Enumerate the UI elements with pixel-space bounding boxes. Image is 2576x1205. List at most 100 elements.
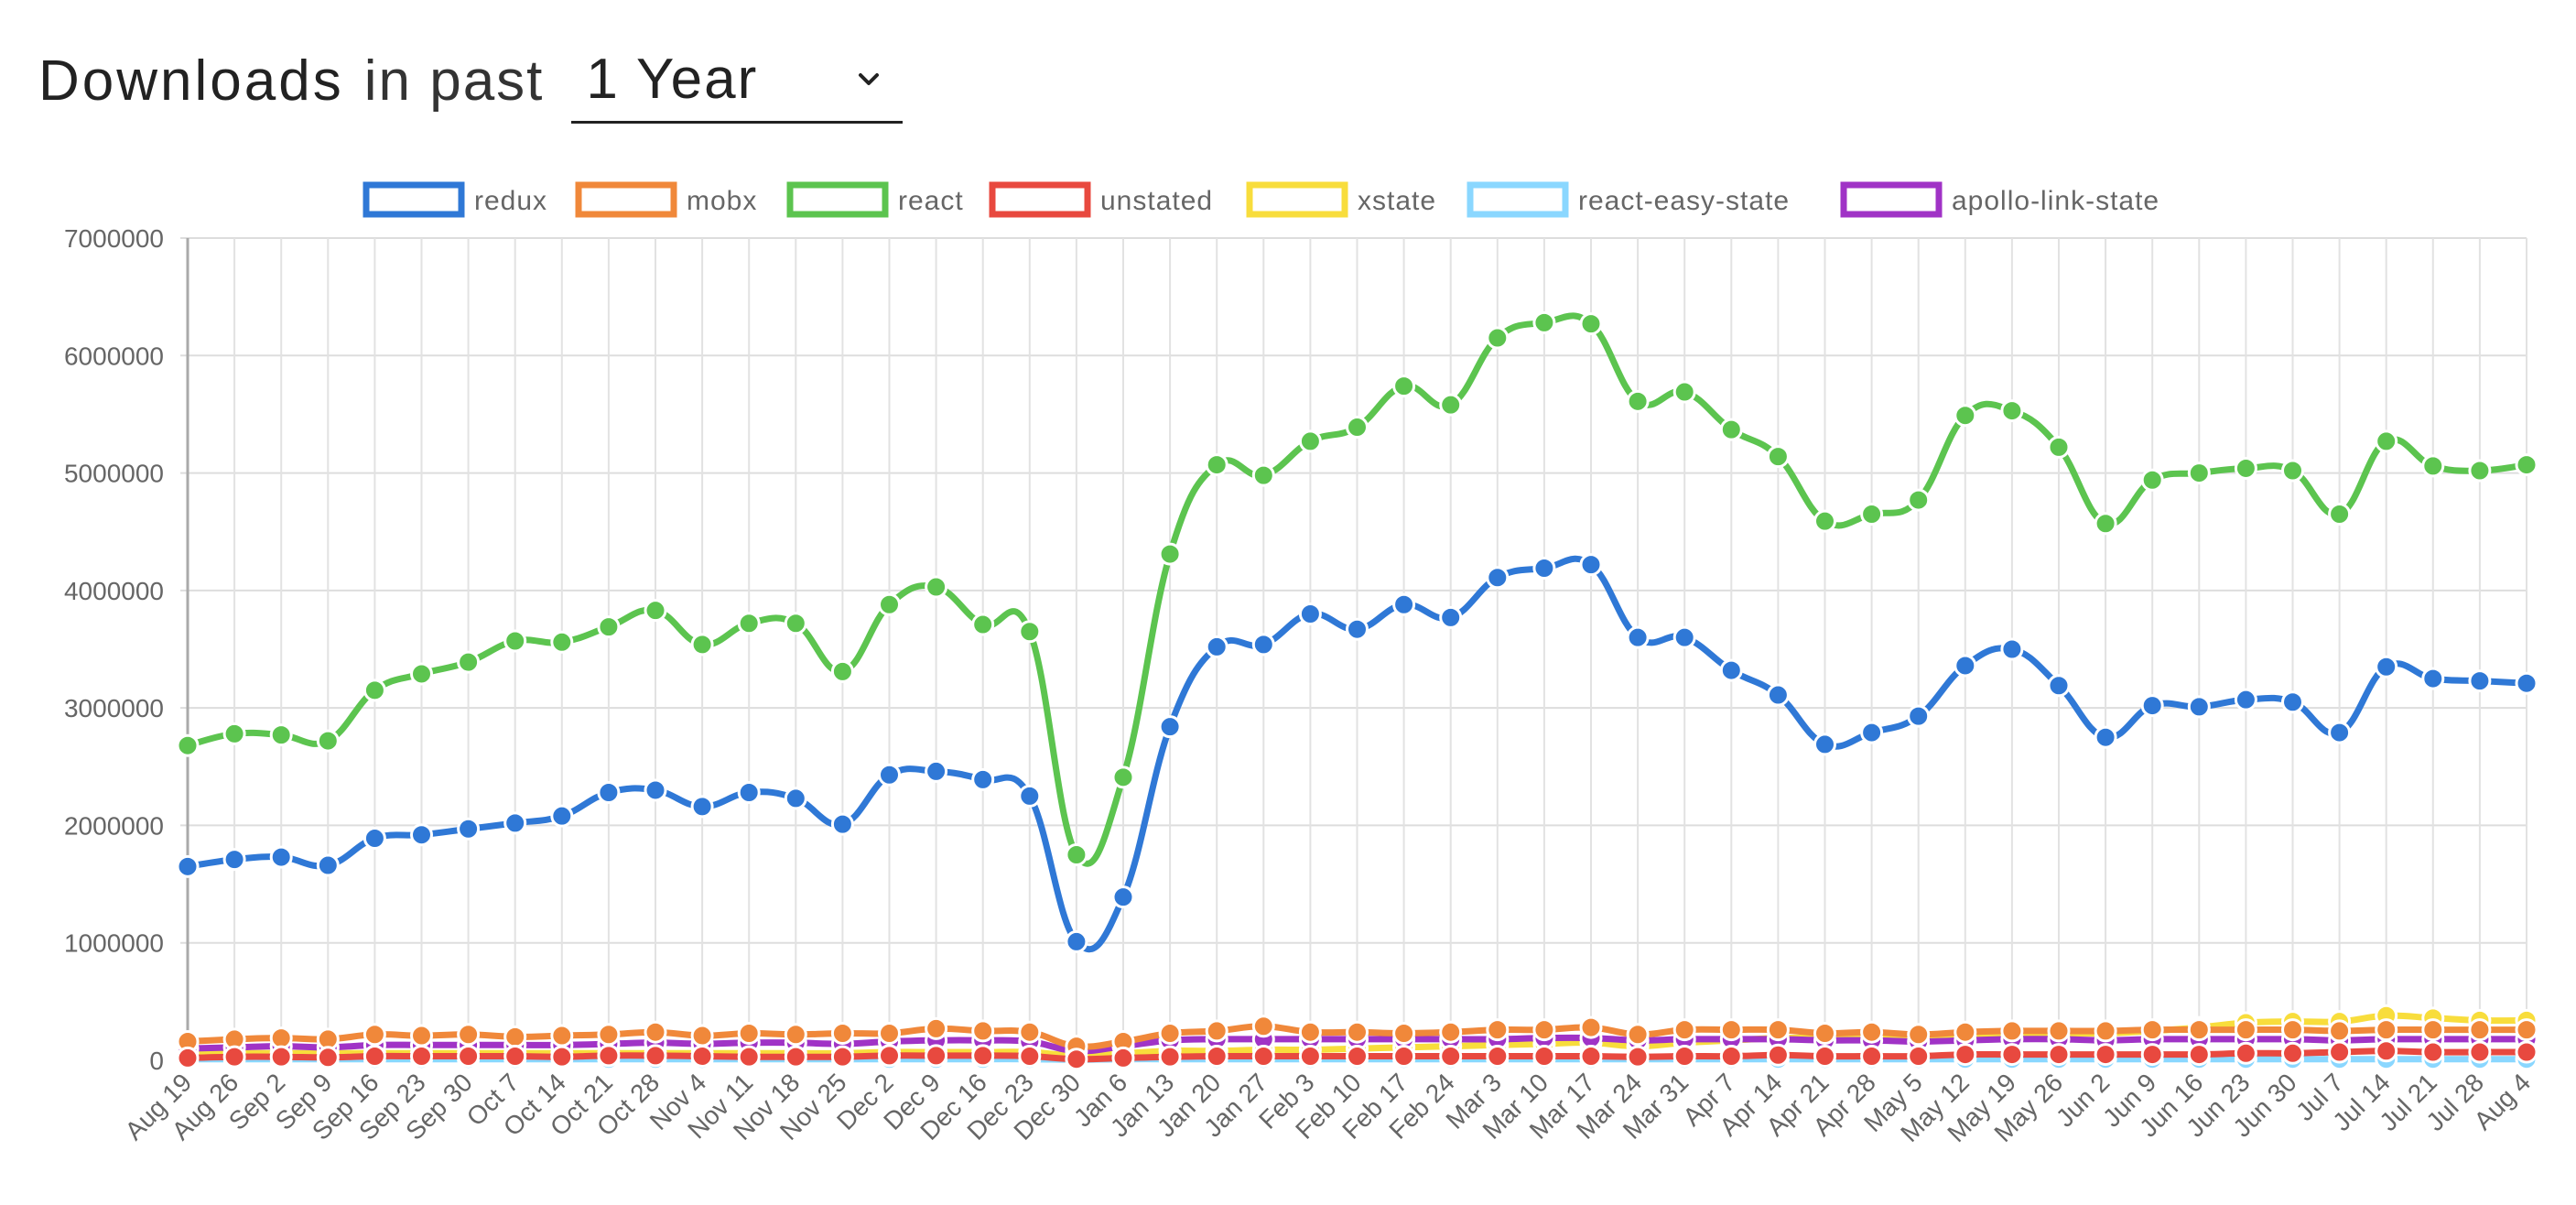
data-point-mobx[interactable] [1439,1020,1463,1044]
data-point-unstated[interactable] [1111,1046,1135,1069]
data-point-unstated[interactable] [316,1046,340,1069]
data-point-unstated[interactable] [2094,1043,2117,1067]
data-point-unstated[interactable] [971,1044,995,1068]
data-point-unstated[interactable] [1626,1045,1650,1069]
data-point-mobx[interactable] [2515,1018,2538,1042]
data-point-redux[interactable] [550,804,574,828]
data-point-unstated[interactable] [2515,1040,2538,1064]
data-point-unstated[interactable] [784,1045,807,1069]
data-point-redux[interactable] [2421,667,2445,690]
data-point-mobx[interactable] [457,1023,481,1047]
data-point-unstated[interactable] [737,1045,761,1069]
data-point-react[interactable] [363,678,386,702]
data-point-unstated[interactable] [644,1044,667,1068]
data-point-unstated[interactable] [457,1045,481,1069]
legend-swatch-react[interactable] [786,181,889,218]
data-point-unstated[interactable] [1205,1045,1228,1069]
data-point-react[interactable] [1579,312,1603,336]
data-point-react[interactable] [550,630,574,654]
data-point-redux[interactable] [644,778,667,802]
data-point-redux[interactable] [2234,688,2257,711]
data-point-redux[interactable] [2375,655,2398,678]
legend-label-react-easy-state[interactable]: react-easy-state [1578,186,1790,216]
data-point-react[interactable] [597,615,621,639]
data-point-react[interactable] [1860,502,1884,526]
data-point-mobx[interactable] [1251,1015,1275,1038]
data-point-unstated[interactable] [2187,1043,2211,1067]
data-point-redux[interactable] [1486,566,1510,590]
data-point-redux[interactable] [1251,633,1275,657]
data-point-redux[interactable] [971,767,995,791]
data-point-redux[interactable] [222,848,246,872]
data-point-react[interactable] [1907,488,1931,512]
data-point-react[interactable] [1626,389,1650,413]
data-point-react[interactable] [1954,404,1977,428]
data-point-mobx[interactable] [2187,1018,2211,1042]
data-point-redux[interactable] [2328,721,2352,744]
data-point-mobx[interactable] [503,1025,527,1048]
data-point-react[interactable] [971,613,995,636]
legend-swatch-react-easy-state[interactable] [1467,181,1569,218]
data-point-unstated[interactable] [2047,1043,2071,1067]
data-point-react[interactable] [2421,454,2445,478]
data-point-redux[interactable] [1065,929,1088,953]
data-point-mobx[interactable] [1018,1020,1042,1044]
data-point-react[interactable] [784,612,807,635]
data-point-redux[interactable] [1907,704,1931,728]
data-point-unstated[interactable] [222,1045,246,1069]
data-point-unstated[interactable] [1813,1045,1836,1069]
data-point-react[interactable] [1346,416,1369,440]
data-point-react[interactable] [1065,843,1088,866]
data-point-react[interactable] [2468,459,2492,483]
data-point-unstated[interactable] [2375,1039,2398,1063]
data-point-redux[interactable] [1813,733,1836,756]
legend-swatch-xstate[interactable] [1246,181,1348,218]
legend-label-react[interactable]: react [898,186,964,216]
data-point-unstated[interactable] [2328,1040,2352,1064]
data-point-redux[interactable] [2047,674,2071,698]
data-point-react[interactable] [1298,429,1322,453]
data-point-mobx[interactable] [363,1023,386,1047]
legend-label-xstate[interactable]: xstate [1358,186,1436,216]
data-point-unstated[interactable] [1532,1045,1556,1069]
data-point-react[interactable] [2094,512,2117,536]
legend-swatch-unstated[interactable] [989,181,1091,218]
data-point-react[interactable] [2328,502,2352,526]
data-point-react[interactable] [269,723,293,747]
data-point-unstated[interactable] [503,1045,527,1069]
data-point-unstated[interactable] [1672,1045,1696,1069]
data-point-mobx[interactable] [2281,1018,2304,1042]
data-point-react[interactable] [1439,393,1463,417]
data-point-unstated[interactable] [690,1045,714,1069]
data-point-mobx[interactable] [1532,1018,1556,1042]
data-point-react[interactable] [1392,375,1416,398]
data-point-redux[interactable] [269,845,293,869]
data-point-redux[interactable] [1579,553,1603,577]
data-point-unstated[interactable] [2140,1043,2164,1067]
data-point-redux[interactable] [1346,617,1369,641]
data-point-react[interactable] [316,729,340,753]
data-point-mobx[interactable] [1579,1015,1603,1039]
data-point-mobx[interactable] [1860,1020,1884,1044]
data-point-redux[interactable] [1719,658,1743,682]
data-point-react[interactable] [2515,453,2538,477]
legend-label-mobx[interactable]: mobx [687,186,757,216]
data-point-react[interactable] [1719,418,1743,441]
data-point-mobx[interactable] [644,1020,667,1044]
data-point-react[interactable] [1532,310,1556,334]
data-point-redux[interactable] [784,787,807,810]
data-point-unstated[interactable] [878,1044,901,1068]
data-point-react[interactable] [1766,445,1790,469]
data-point-react[interactable] [2281,459,2304,483]
data-point-react[interactable] [878,592,901,616]
legend-swatch-apollo-link-state[interactable] [1840,181,1943,218]
data-point-unstated[interactable] [1158,1045,1182,1069]
data-point-mobx[interactable] [1158,1021,1182,1045]
data-point-redux[interactable] [503,811,527,835]
legend-label-unstated[interactable]: unstated [1100,186,1213,216]
data-point-react[interactable] [1813,509,1836,533]
data-point-react[interactable] [1672,380,1696,404]
data-point-redux[interactable] [1158,715,1182,739]
data-point-redux[interactable] [830,812,854,836]
data-point-redux[interactable] [176,854,200,878]
